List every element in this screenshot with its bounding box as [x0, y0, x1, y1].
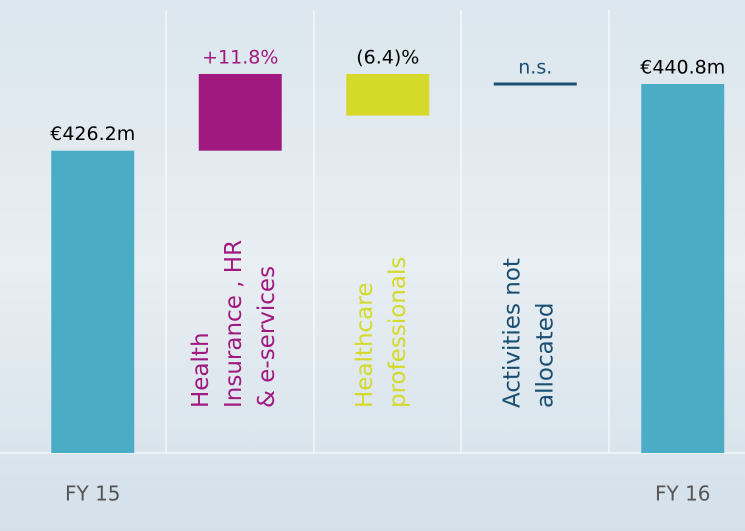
x-tick-label: FY 15	[65, 482, 121, 506]
value-label: €426.2m	[50, 123, 135, 145]
category-label: professionals	[385, 257, 411, 408]
change-bar	[199, 74, 282, 151]
chart: €426.2m FY 15 +11.8% Health Insurance , HR & …	[0, 0, 745, 531]
change-bar	[346, 74, 429, 116]
category-label: Health	[188, 332, 214, 408]
category-label: & e-services	[254, 266, 280, 408]
total-bar	[51, 151, 134, 453]
total-bar	[641, 84, 724, 453]
category-label: Healthcare	[352, 283, 378, 408]
category-label: Activities not	[499, 258, 525, 408]
value-label: €440.8m	[640, 57, 725, 79]
category-label: allocated	[532, 303, 558, 408]
page: €426.2m FY 15 +11.8% Health Insurance , HR & …	[0, 0, 745, 531]
x-tick-label: FY 16	[655, 482, 711, 506]
category-label: Insurance , HR	[221, 240, 247, 408]
value-label: (6.4)%	[356, 46, 419, 68]
value-label: +11.8%	[202, 46, 278, 68]
value-label: n.s.	[518, 57, 552, 79]
